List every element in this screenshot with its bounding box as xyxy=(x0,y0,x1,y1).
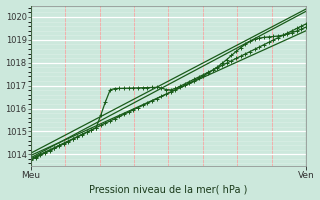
X-axis label: Pression niveau de la mer( hPa ): Pression niveau de la mer( hPa ) xyxy=(89,184,248,194)
